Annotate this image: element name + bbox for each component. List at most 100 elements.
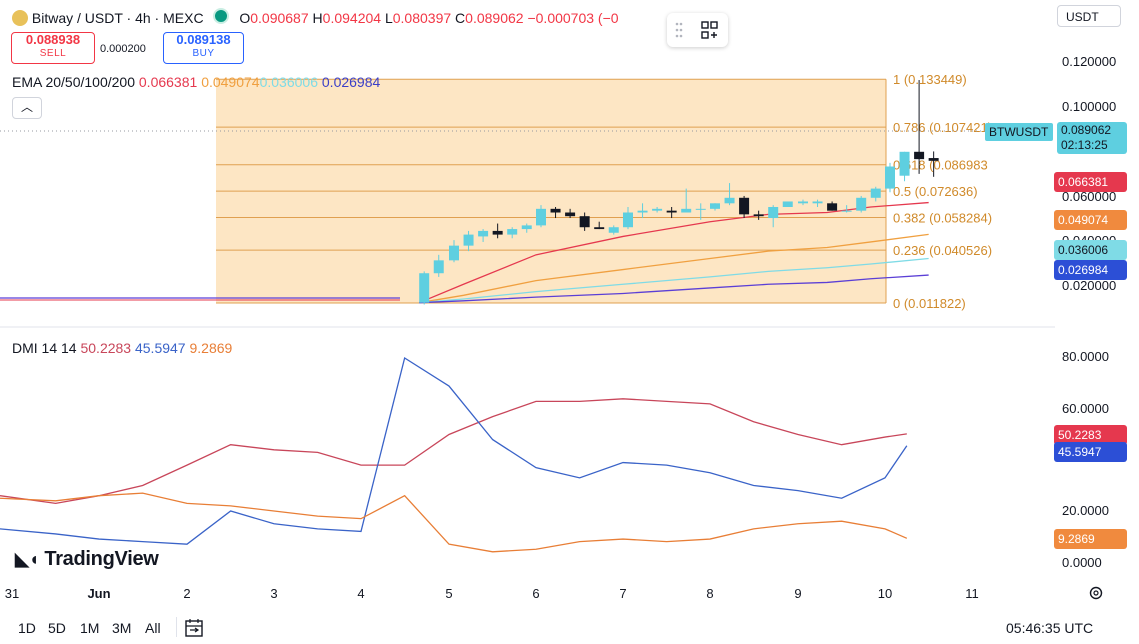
symbol-tag: BTWUSDT	[985, 123, 1053, 141]
fib-label: 0.382 (0.058284)	[893, 211, 992, 226]
candle-body	[928, 158, 939, 161]
candle-body	[521, 225, 532, 230]
tradingview-logo-text: TradingView	[44, 548, 159, 570]
fib-retracement[interactable]: 1 (0.133449) 0.786 (0.107421) 0.618 (0.086…	[216, 72, 992, 311]
time-axis-label: 4	[357, 586, 364, 601]
price-axis-label: 0.120000	[1062, 54, 1116, 69]
dmi-legend[interactable]: DMI 14 14 50.2283 45.5947 9.2869	[12, 340, 232, 356]
ohlc-open-label: O	[239, 10, 251, 26]
candle-body	[579, 216, 590, 228]
time-axis-label: 7	[619, 586, 626, 601]
candle-countdown: 02:13:25	[1061, 138, 1108, 152]
timeframe-all[interactable]: All	[145, 620, 161, 636]
candle-body	[856, 197, 867, 211]
dmi-line	[0, 356, 908, 545]
ohlc-high-label: H	[312, 10, 323, 26]
sell-label: SELL	[39, 48, 67, 59]
price-axis-label: 0.100000	[1062, 99, 1116, 114]
last-price-tag: 0.089062 02:13:25	[1057, 122, 1127, 154]
tradingview-logo-icon: ◣◖	[15, 549, 40, 569]
price-axis-label: 0.020000	[1062, 278, 1116, 293]
ema20-tag: 0.066381	[1054, 172, 1127, 192]
candle-body	[623, 212, 633, 228]
tradingview-logo[interactable]: ◣◖ TradingView	[15, 548, 159, 571]
fib-label: 0 (0.011822)	[893, 296, 966, 311]
last-price-value: 0.089062	[1061, 123, 1112, 137]
ema200-value: 0.026984	[321, 74, 381, 90]
axes: 0.1200000.1000000.0600000.0400000.020000…	[0, 54, 1116, 601]
minus-di-value: 45.5947	[134, 340, 186, 356]
timeframe-3m[interactable]: 3M	[112, 620, 132, 636]
dmi-lines	[0, 356, 908, 553]
chevron-up-icon: ︿	[20, 100, 33, 114]
symbol-title[interactable]: Bitway / USDT · 4h · MEXC	[31, 10, 204, 26]
ema-legend[interactable]: EMA 20/50/100/200 0.066381 0.0490740.036…	[12, 74, 380, 90]
time-axis-label: 2	[183, 586, 190, 601]
candle-body	[594, 227, 605, 230]
candle-body	[536, 208, 546, 226]
symbol-logo-icon[interactable]	[12, 10, 28, 26]
gear-icon[interactable]	[1087, 584, 1105, 602]
minus-di-tag: 45.5947	[1054, 442, 1127, 462]
plus-di-value: 50.2283	[80, 340, 132, 356]
candle-body	[870, 188, 881, 198]
bottom-divider	[176, 617, 177, 637]
dmi-axis-label: 60.0000	[1062, 401, 1109, 416]
candle-body	[798, 201, 808, 204]
candle-body	[652, 208, 663, 211]
drag-handle-icon[interactable]	[675, 22, 683, 38]
time-axis-label: 9	[794, 586, 801, 601]
time-axis-label: 8	[706, 586, 713, 601]
candle-body	[565, 212, 576, 217]
buy-label: BUY	[192, 48, 215, 59]
object-tree-icon[interactable]	[701, 21, 718, 39]
candle-body	[419, 273, 430, 303]
candles	[419, 80, 939, 305]
time-axis-label: 10	[878, 586, 892, 601]
sell-button[interactable]: 0.088938 SELL	[11, 32, 95, 64]
adx-value: 9.2869	[189, 340, 233, 356]
candle-body	[666, 210, 677, 213]
market-status-dot	[213, 8, 230, 24]
candle-body	[608, 227, 619, 233]
dmi-label: DMI 14 14	[12, 340, 77, 356]
candle-body	[695, 208, 706, 210]
candle-body	[841, 210, 852, 212]
fib-label: 0.5 (0.072636)	[893, 184, 978, 199]
ohlc-close-value: 0.089062	[465, 10, 524, 26]
collapse-legend-button[interactable]: ︿	[12, 97, 42, 119]
clock[interactable]: 05:46:35 UTC	[1006, 620, 1094, 636]
ema20-value: 0.066381	[138, 74, 198, 90]
timeframe-1d[interactable]: 1D	[18, 620, 36, 636]
dmi-axis-label: 80.0000	[1062, 349, 1109, 364]
candle-body	[507, 229, 518, 235]
ema-line	[419, 257, 929, 304]
currency-select[interactable]: USDT	[1057, 5, 1121, 27]
buy-button[interactable]: 0.089138 BUY	[163, 32, 244, 64]
time-axis-label: 11	[965, 586, 979, 601]
candle-body	[724, 197, 735, 204]
time-axis-label: 3	[270, 586, 277, 601]
fib-label: 1 (0.133449)	[893, 72, 967, 87]
candle-body	[492, 230, 503, 235]
floating-toolbar[interactable]	[667, 13, 728, 47]
candle-body	[899, 151, 910, 176]
dmi-axis-label: 20.0000	[1062, 503, 1109, 518]
candle-body	[710, 203, 720, 209]
dmi-line	[0, 492, 908, 553]
calendar-range-icon[interactable]	[184, 617, 206, 639]
timeframe-1m[interactable]: 1M	[80, 620, 100, 636]
candle-body	[827, 203, 838, 211]
candle-body	[812, 201, 823, 204]
price-axis-label: 0.060000	[1062, 189, 1116, 204]
ema100-value: 0.036006	[259, 74, 318, 90]
candle-body	[463, 234, 474, 246]
buy-price: 0.089138	[176, 32, 231, 47]
candle-body	[753, 214, 764, 217]
spread-value: 0.000200	[100, 43, 146, 55]
timeframe-5d[interactable]: 5D	[48, 620, 66, 636]
ema200-tag: 0.026984	[1054, 260, 1127, 280]
dmi-line	[0, 398, 907, 505]
ema-line	[419, 274, 929, 304]
